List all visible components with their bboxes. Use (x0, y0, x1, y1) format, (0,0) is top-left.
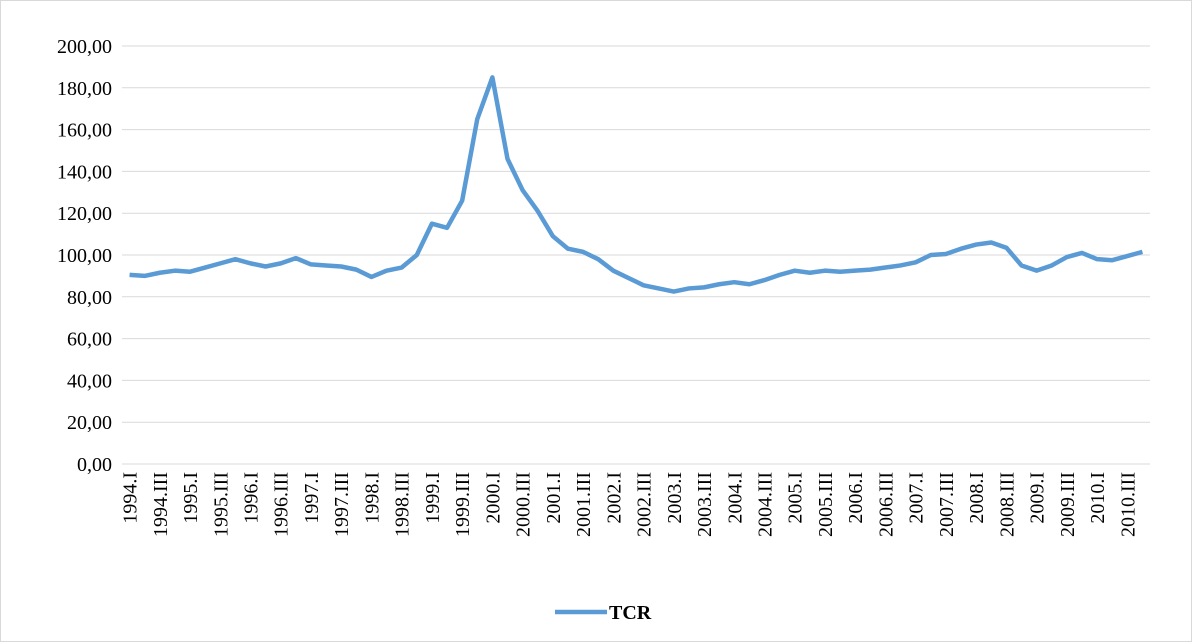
x-tick-label: 1995.III (210, 472, 232, 537)
y-tick-label: 180,00 (57, 78, 112, 100)
x-tick-label: 2009.I (1027, 472, 1049, 524)
x-tick-label: 2004.I (724, 472, 746, 524)
x-tick-label: 2006.III (875, 472, 897, 537)
x-tick-label: 1998.III (392, 472, 414, 537)
x-tick-label: 2000.III (513, 472, 535, 537)
y-tick-label: 120,00 (57, 203, 112, 225)
x-tick-label: 1997.III (331, 472, 353, 537)
x-tick-label: 1998.I (361, 472, 383, 524)
y-tick-label: 100,00 (57, 245, 112, 267)
x-tick-label: 2001.III (573, 472, 595, 537)
x-tick-label: 2009.III (1057, 472, 1079, 537)
y-tick-label: 140,00 (57, 161, 112, 183)
x-tick-label: 2007.I (906, 472, 928, 524)
x-tick-label: 2010.I (1087, 472, 1109, 524)
y-tick-label: 0,00 (77, 454, 112, 476)
x-tick-label: 1999.III (452, 472, 474, 537)
x-tick-label: 2000.I (482, 472, 504, 524)
x-tick-label: 2010.III (1117, 472, 1139, 537)
line-series (129, 75, 1144, 294)
x-tick-label: 1997.I (301, 472, 323, 524)
y-tick-label: 40,00 (67, 370, 112, 392)
x-tick-label: 2003.III (694, 472, 716, 537)
x-tick-label: 2004.III (755, 472, 777, 537)
x-tick-label: 1996.III (271, 472, 293, 537)
y-tick-label: 60,00 (67, 329, 112, 351)
x-tick-label: 1994.III (150, 472, 172, 537)
y-tick-label: 160,00 (57, 120, 112, 142)
x-tick-label: 1999.I (422, 472, 444, 524)
y-tick-label: 80,00 (67, 287, 112, 309)
x-tick-label: 2002.I (603, 472, 625, 524)
y-tick-label: 20,00 (67, 412, 112, 434)
x-tick-label: 1996.I (241, 472, 263, 524)
x-tick-label: 2008.I (966, 472, 988, 524)
x-tick-label: 2005.III (815, 472, 837, 537)
x-tick-label: 2005.I (785, 472, 807, 524)
x-tick-label: 2001.I (543, 472, 565, 524)
x-tick-label: 2007.III (936, 472, 958, 537)
x-tick-label: 2003.I (664, 472, 686, 524)
y-tick-label: 200,00 (57, 36, 112, 58)
x-tick-label: 2008.III (996, 472, 1018, 537)
x-tick-label: 1995.I (180, 472, 202, 524)
x-tick-label: 1994.I (120, 472, 142, 524)
x-tick-label: 2002.III (634, 472, 656, 537)
x-tick-label: 2006.I (845, 472, 867, 524)
legend-label: TCR (609, 602, 652, 624)
